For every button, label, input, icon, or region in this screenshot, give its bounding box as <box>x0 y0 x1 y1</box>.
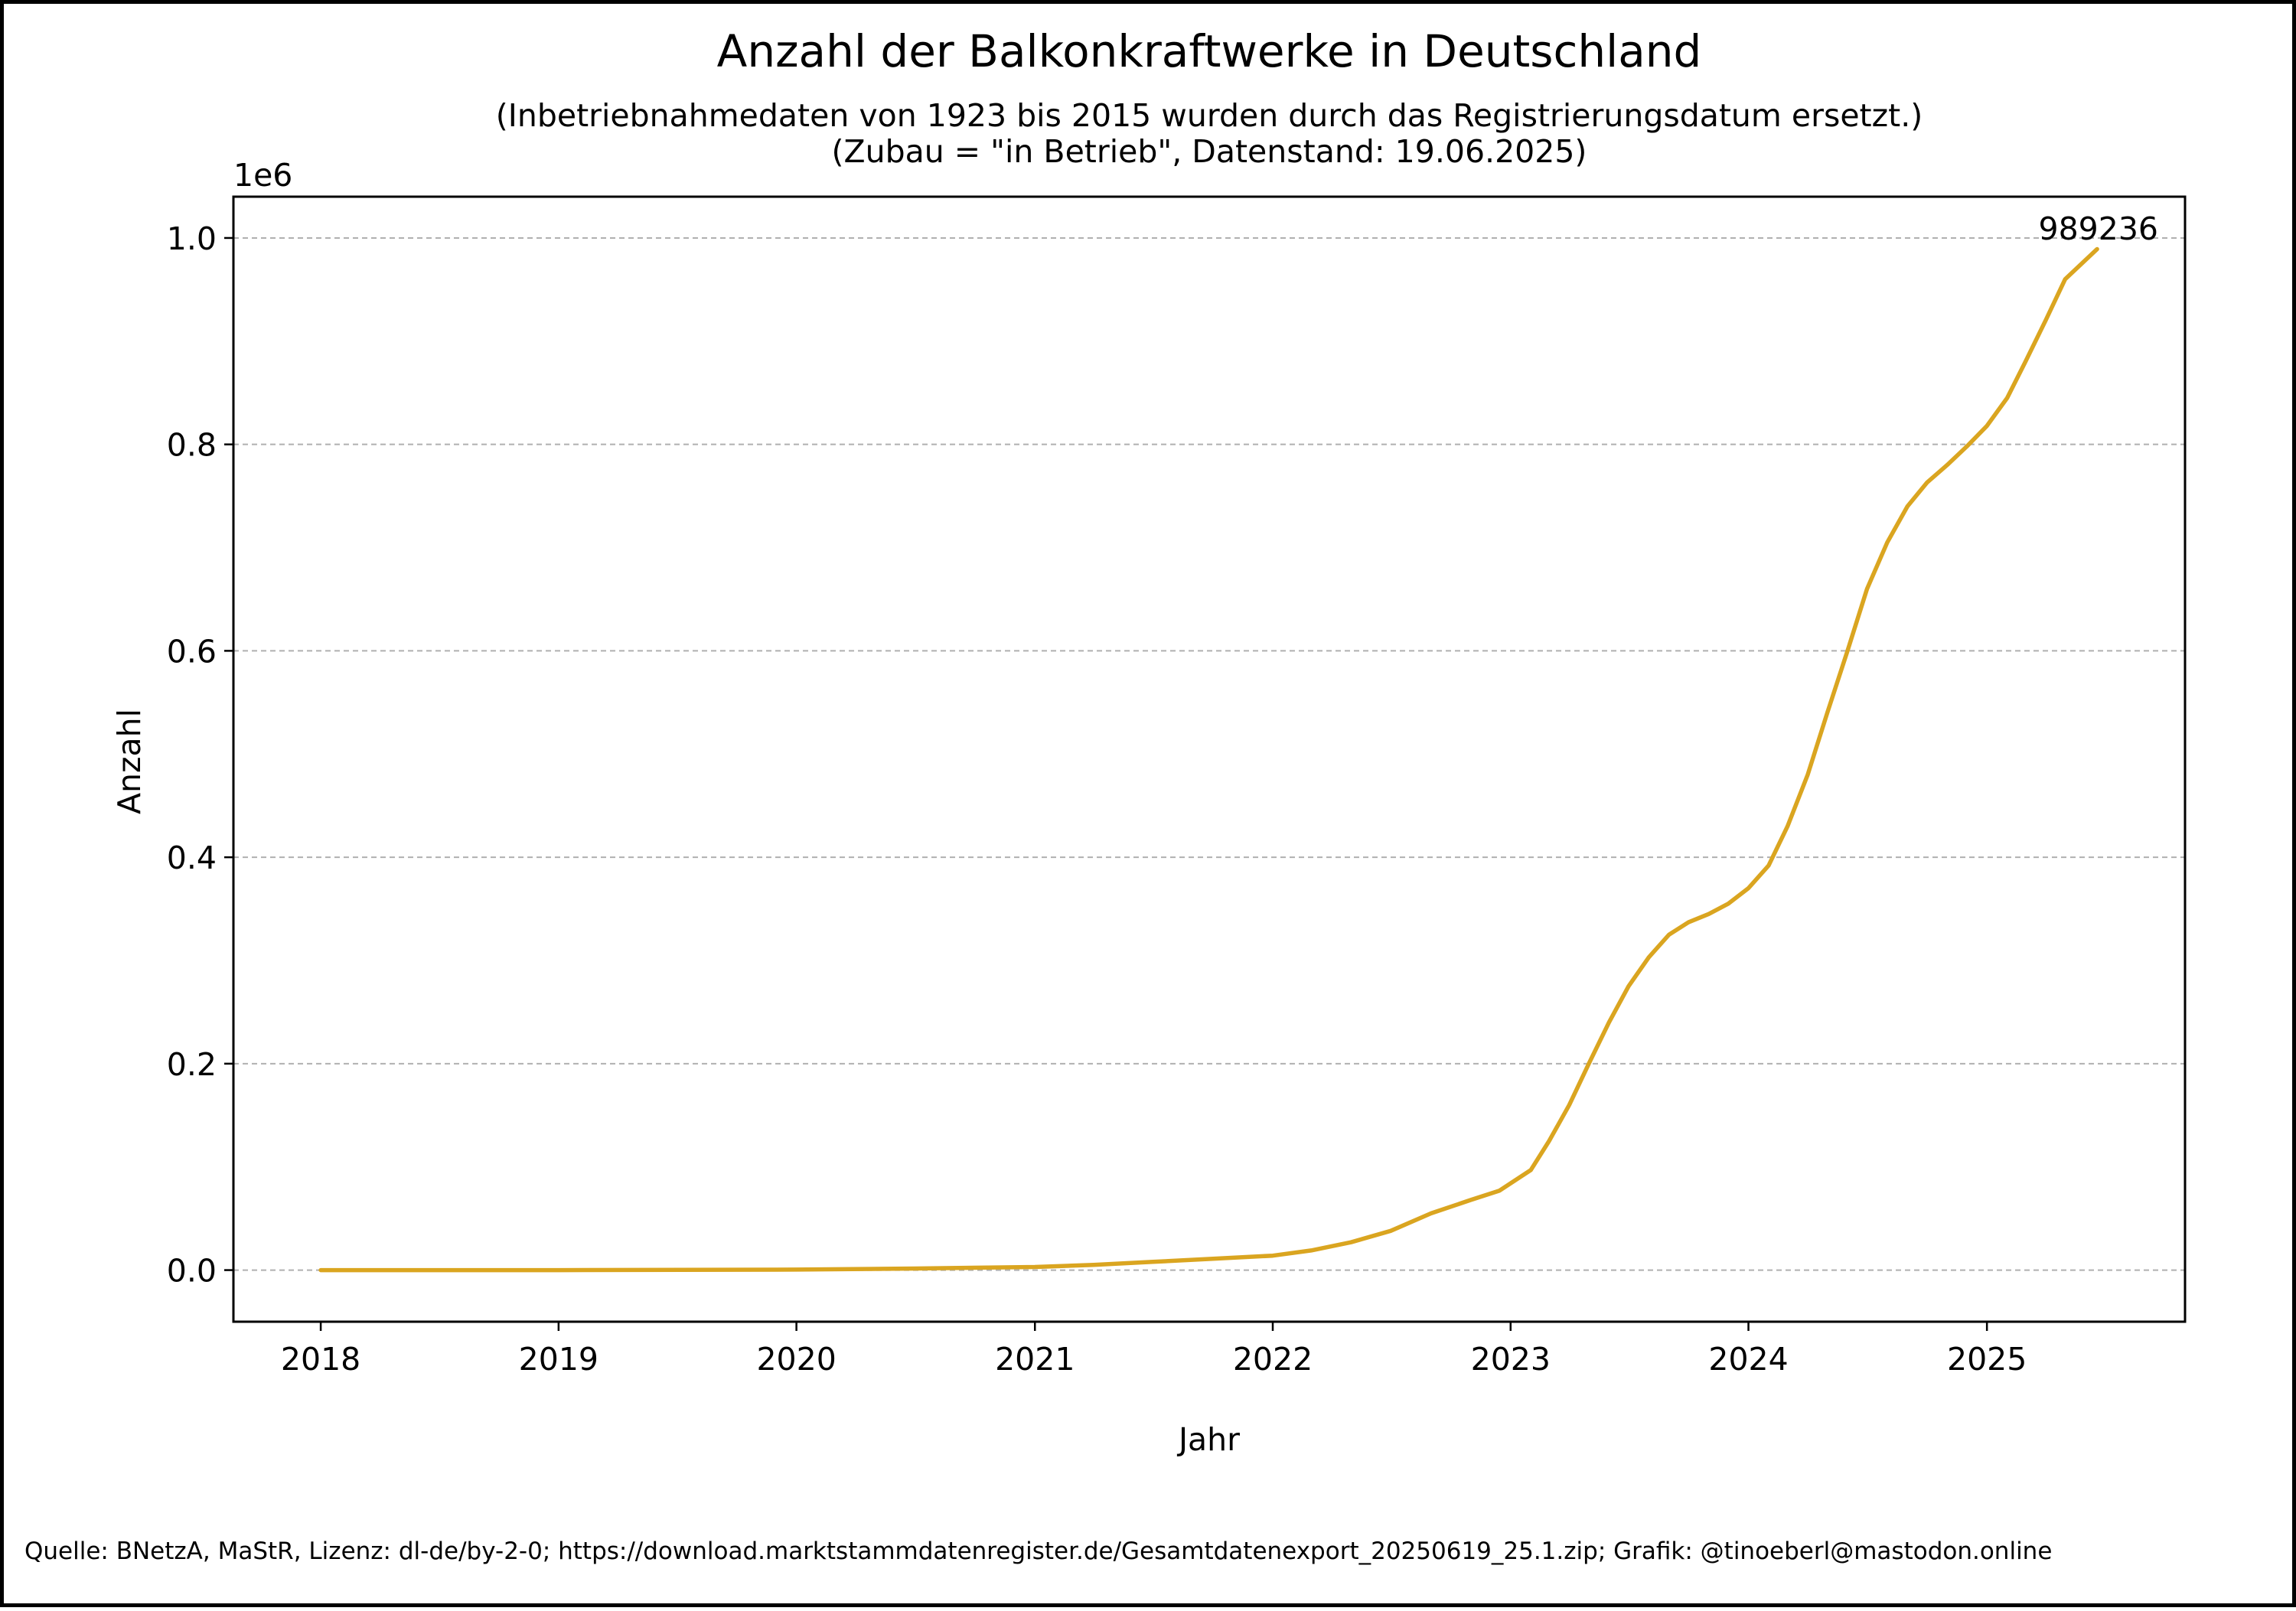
y-tick-label: 0.6 <box>167 633 217 670</box>
chart-title: Anzahl der Balkonkraftwerke in Deutschla… <box>717 25 1702 77</box>
axes <box>224 195 2187 1331</box>
series-layer <box>318 246 2099 1273</box>
end-value-label: 989236 <box>2038 210 2158 247</box>
x-tick-label: 2018 <box>281 1341 360 1378</box>
x-tick-label: 2022 <box>1233 1341 1313 1378</box>
x-tick-label: 2021 <box>995 1341 1075 1378</box>
y-tick-label: 1.0 <box>167 220 217 257</box>
x-tick-label: 2019 <box>519 1341 598 1378</box>
x-tick-label: 2024 <box>1708 1341 1788 1378</box>
source-footer: Quelle: BNetzA, MaStR, Lizenz: dl-de/by-… <box>24 1538 2053 1565</box>
x-axis-label: Jahr <box>1176 1421 1240 1458</box>
y-tick-label: 0.4 <box>167 840 217 876</box>
chart-subtitle-line-2: (Zubau = "in Betrieb", Datenstand: 19.06… <box>832 133 1587 170</box>
y-tick-label: 0.2 <box>167 1046 217 1083</box>
y-tick-label: 0.0 <box>167 1253 217 1290</box>
line-chart: Anzahl der Balkonkraftwerke in Deutschla… <box>111 25 2187 1458</box>
chart-subtitle-line-1: (Inbetriebnahmedaten von 1923 bis 2015 w… <box>496 97 1923 134</box>
series-line <box>318 246 2099 1273</box>
x-tick-label: 2020 <box>756 1341 836 1378</box>
plot-area-border <box>232 195 2187 1323</box>
y-gridlines <box>233 236 2185 1271</box>
y-axis-label: Anzahl <box>111 709 148 814</box>
y-offset-label: 1e6 <box>233 157 292 194</box>
x-tick-label: 2023 <box>1471 1341 1551 1378</box>
x-tick-label: 2025 <box>1947 1341 2027 1378</box>
tick-labels: 0.0 0.2 0.4 0.6 0.8 1.0 2018 2019 2020 2021 2022 20… <box>167 220 2027 1378</box>
y-tick-label: 0.8 <box>167 427 217 464</box>
